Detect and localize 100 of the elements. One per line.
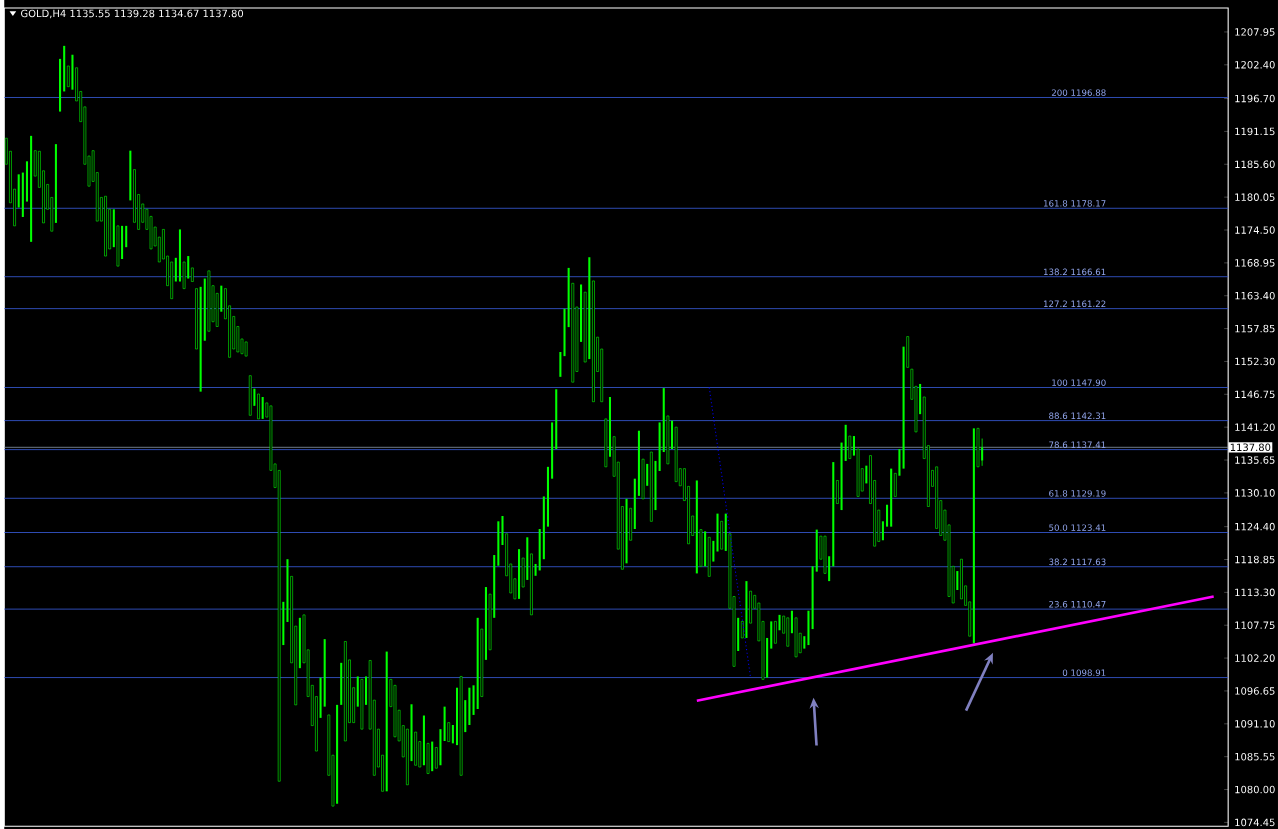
y-tick-label: 1080.00 bbox=[1235, 785, 1275, 794]
candlestick bbox=[319, 677, 322, 718]
candlestick bbox=[811, 566, 814, 629]
candlestick bbox=[199, 286, 202, 392]
candlestick bbox=[459, 676, 463, 776]
ref-line-label: 50.0 1123.41 bbox=[1049, 524, 1106, 531]
candlestick bbox=[195, 288, 198, 350]
candlestick bbox=[803, 636, 806, 649]
candlestick bbox=[21, 172, 24, 217]
candlestick bbox=[588, 257, 591, 359]
y-tick-label: 1180.05 bbox=[1235, 193, 1275, 201]
candlestick bbox=[439, 729, 442, 766]
chart-title: GOLD,H4 1135.55 1139.28 1134.67 1137.80 bbox=[21, 9, 244, 19]
y-tick-label: 1124.40 bbox=[1235, 522, 1275, 531]
ref-line-label: 138.2 1166.61 bbox=[1043, 268, 1106, 276]
candlestick bbox=[542, 496, 545, 560]
candlestick bbox=[17, 174, 20, 208]
ref-line-label: 127.2 1161.22 bbox=[1043, 300, 1106, 307]
y-tick-label: 1135.65 bbox=[1235, 456, 1275, 464]
candlestick bbox=[840, 442, 843, 510]
ref-line-label: 61.8 1129.19 bbox=[1049, 490, 1106, 497]
y-tick-label: 1185.60 bbox=[1235, 160, 1275, 168]
candlestick bbox=[559, 351, 562, 377]
candlestick bbox=[592, 280, 595, 402]
candlestick bbox=[497, 521, 500, 566]
ref-line-label: 78.6 1137.41 bbox=[1049, 441, 1106, 448]
candlestick bbox=[244, 341, 248, 357]
candlestick bbox=[104, 195, 107, 257]
candlestick bbox=[476, 617, 479, 709]
candlestick bbox=[563, 308, 566, 357]
ref-line-label: 88.6 1142.31 bbox=[1049, 412, 1106, 419]
candlestick bbox=[633, 478, 636, 529]
candlestick bbox=[807, 610, 810, 645]
candlestick bbox=[468, 687, 471, 725]
candlestick bbox=[832, 462, 835, 567]
y-tick-label: 1146.75 bbox=[1235, 390, 1275, 398]
candlestick bbox=[530, 553, 533, 616]
ref-line-label: 38.2 1117.63 bbox=[1049, 558, 1106, 566]
candlestick bbox=[257, 393, 260, 420]
candlestick bbox=[745, 581, 748, 638]
ref-line-label: 100 1147.90 bbox=[1052, 379, 1106, 386]
candlestick bbox=[174, 257, 177, 282]
candlestick bbox=[707, 536, 711, 577]
candlestick bbox=[129, 150, 132, 201]
y-tick-label: 1157.85 bbox=[1235, 324, 1275, 333]
candlestick bbox=[546, 466, 550, 527]
y-tick-label: 1130.10 bbox=[1235, 489, 1275, 497]
y-tick-label: 1091.10 bbox=[1235, 719, 1275, 728]
candlestick bbox=[59, 58, 62, 112]
y-tick-label: 1118.85 bbox=[1235, 555, 1275, 564]
ref-line-label: 0 1098.91 bbox=[1062, 669, 1106, 676]
candlestick bbox=[770, 621, 773, 649]
candlestick bbox=[344, 641, 347, 742]
y-tick-label: 1207.95 bbox=[1235, 28, 1275, 36]
candlestick bbox=[54, 144, 57, 223]
y-tick-label: 1085.55 bbox=[1235, 752, 1275, 761]
candlestick bbox=[191, 267, 194, 282]
candlestick bbox=[472, 685, 475, 715]
candlestick bbox=[63, 45, 66, 92]
y-tick-label: 1196.70 bbox=[1235, 94, 1275, 103]
ref-line-label: 200 1196.88 bbox=[1051, 89, 1106, 96]
candlestick bbox=[716, 513, 719, 552]
candlestick bbox=[836, 480, 839, 504]
candlestick bbox=[451, 724, 454, 744]
candlestick bbox=[881, 521, 884, 541]
candlestick bbox=[340, 662, 343, 705]
candlestick bbox=[71, 54, 74, 90]
candlestick bbox=[534, 563, 537, 576]
candlestick bbox=[443, 706, 446, 741]
y-tick-label: 1191.15 bbox=[1235, 127, 1275, 136]
candlestick bbox=[248, 375, 252, 416]
candlestick bbox=[125, 225, 128, 248]
y-tick-label: 1074.45 bbox=[1235, 818, 1275, 827]
y-tick-label: 1152.30 bbox=[1235, 357, 1275, 366]
candlestick bbox=[658, 422, 661, 471]
candlestick bbox=[517, 549, 521, 599]
candlestick bbox=[261, 396, 264, 419]
candlestick bbox=[890, 468, 893, 527]
candlestick bbox=[749, 590, 752, 624]
candlestick bbox=[538, 528, 541, 571]
candlestick bbox=[551, 422, 554, 479]
candlestick bbox=[886, 504, 889, 527]
ref-line-label: 23.6 1110.47 bbox=[1049, 600, 1106, 608]
candlestick bbox=[650, 451, 653, 522]
candlestick bbox=[625, 498, 628, 564]
y-tick-label: 1141.20 bbox=[1235, 423, 1275, 431]
y-tick-label: 1174.50 bbox=[1235, 226, 1275, 234]
candlestick bbox=[25, 161, 29, 202]
y-tick-label: 1096.65 bbox=[1235, 687, 1275, 695]
y-tick-label: 1102.20 bbox=[1235, 654, 1275, 662]
candlestick bbox=[360, 679, 364, 730]
y-tick-label: 1107.75 bbox=[1235, 621, 1275, 629]
candlestick bbox=[323, 639, 326, 707]
y-tick-label: 1168.95 bbox=[1235, 258, 1275, 267]
y-tick-label: 1163.40 bbox=[1235, 291, 1275, 300]
candlestick bbox=[786, 617, 790, 647]
ref-line-label: 1137.80 bbox=[1230, 443, 1271, 451]
ref-line-label: 161.8 1178.17 bbox=[1043, 200, 1106, 207]
candlestick bbox=[30, 135, 33, 242]
candlestick bbox=[555, 389, 558, 449]
